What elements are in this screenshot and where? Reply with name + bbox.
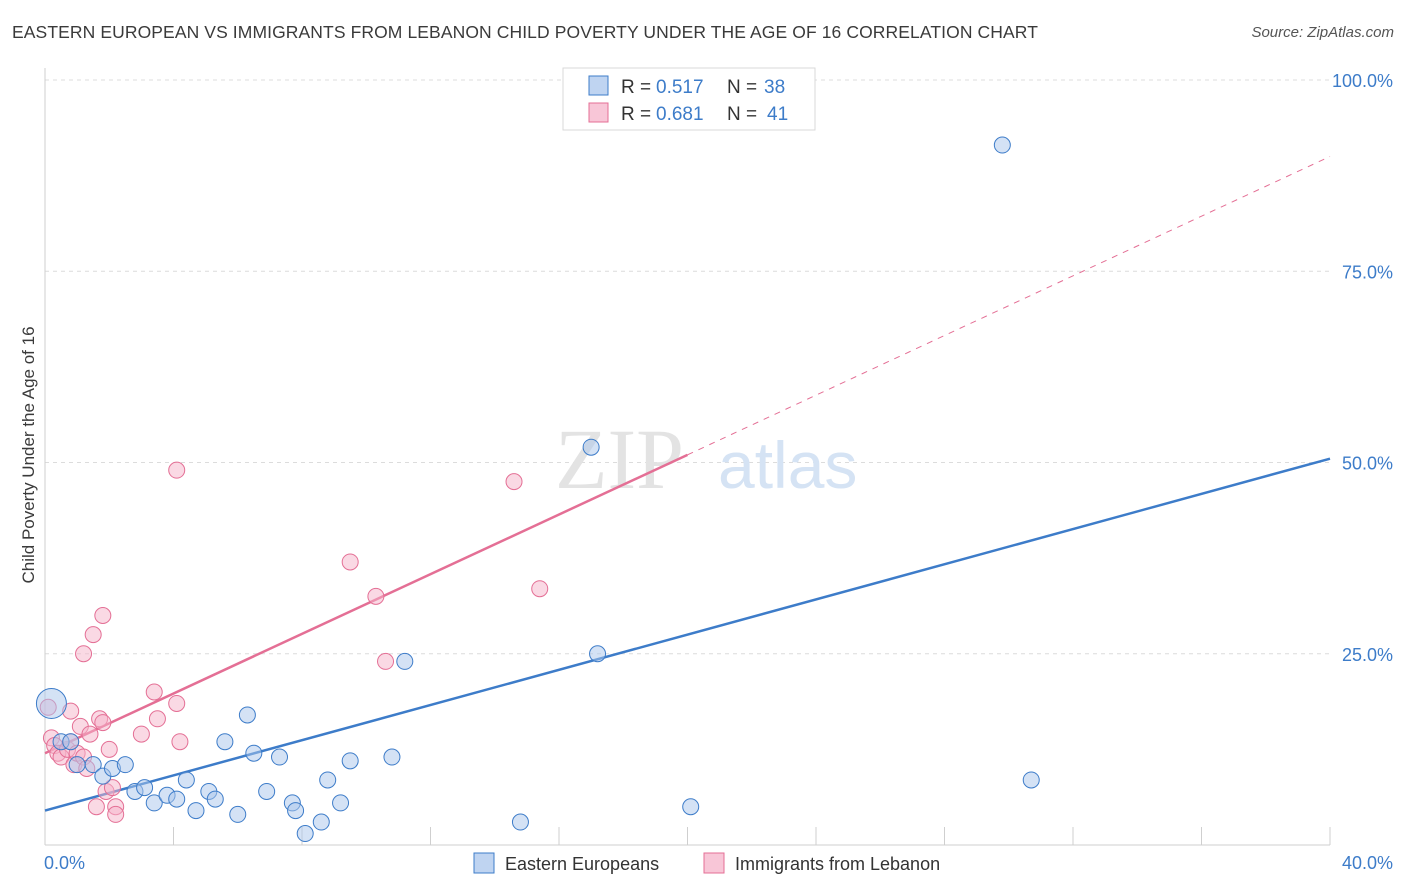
point-immigrants-from-lebanon bbox=[94, 714, 112, 732]
point-immigrants-from-lebanon bbox=[75, 645, 93, 663]
series-eastern-europeans bbox=[35, 136, 1040, 843]
legend-n-label-pink: N = bbox=[727, 104, 757, 125]
point-immigrants-from-lebanon bbox=[81, 725, 99, 743]
y-tick-label: 50.0% bbox=[1342, 454, 1393, 474]
point-eastern-europeans bbox=[312, 813, 330, 831]
legend-box: R = 0.517 N = 38 R = 0.681 N = 41 bbox=[562, 67, 816, 131]
bottom-legend-label-pink: Immigrants from Lebanon bbox=[735, 854, 940, 874]
y-tick-label: 75.0% bbox=[1342, 262, 1393, 282]
source-credit: Source: ZipAtlas.com bbox=[1251, 24, 1394, 41]
point-eastern-europeans bbox=[136, 779, 154, 797]
point-eastern-europeans bbox=[187, 802, 205, 820]
legend-r-label-pink: R = bbox=[621, 104, 651, 125]
point-immigrants-from-lebanon bbox=[87, 798, 105, 816]
point-eastern-europeans bbox=[682, 798, 700, 816]
point-eastern-europeans bbox=[168, 790, 186, 808]
point-immigrants-from-lebanon bbox=[148, 710, 166, 728]
point-eastern-europeans bbox=[177, 771, 195, 789]
point-immigrants-from-lebanon bbox=[84, 626, 102, 644]
point-eastern-europeans bbox=[245, 744, 263, 762]
point-immigrants-from-lebanon bbox=[132, 725, 150, 743]
point-immigrants-from-lebanon bbox=[107, 805, 125, 823]
point-immigrants-from-lebanon bbox=[531, 580, 549, 598]
point-eastern-europeans bbox=[1022, 771, 1040, 789]
point-eastern-europeans bbox=[582, 438, 600, 456]
gridlines bbox=[45, 79, 1330, 655]
legend-n-value-pink: 41 bbox=[767, 104, 788, 125]
point-eastern-europeans bbox=[84, 756, 102, 774]
point-eastern-europeans bbox=[258, 782, 276, 800]
y-tick-label: 100.0% bbox=[1332, 71, 1393, 91]
point-eastern-europeans bbox=[238, 706, 256, 724]
x-ticks bbox=[173, 827, 1331, 845]
x-tick-label-min: 0.0% bbox=[44, 853, 85, 873]
point-eastern-europeans bbox=[589, 645, 607, 663]
point-eastern-europeans bbox=[68, 756, 86, 774]
point-eastern-europeans bbox=[296, 825, 314, 843]
point-immigrants-from-lebanon bbox=[505, 473, 523, 491]
point-immigrants-from-lebanon bbox=[168, 461, 186, 479]
point-eastern-europeans bbox=[383, 748, 401, 766]
point-immigrants-from-lebanon bbox=[377, 652, 395, 670]
point-immigrants-from-lebanon bbox=[367, 587, 385, 605]
trend-line-immigrants-dashed bbox=[687, 156, 1331, 456]
point-eastern-europeans bbox=[287, 802, 305, 820]
legend-r-value-blue: 0.517 bbox=[656, 77, 704, 98]
point-immigrants-from-lebanon bbox=[100, 740, 118, 758]
watermark-zip: ZIP bbox=[555, 411, 684, 507]
point-eastern-europeans bbox=[229, 805, 247, 823]
point-immigrants-from-lebanon bbox=[94, 607, 112, 624]
y-tick-label: 25.0% bbox=[1342, 645, 1393, 665]
trend-lines bbox=[44, 156, 1331, 812]
point-immigrants-from-lebanon bbox=[341, 553, 359, 571]
point-eastern-europeans bbox=[993, 136, 1011, 154]
bottom-legend-label-blue: Eastern Europeans bbox=[505, 854, 659, 874]
point-eastern-europeans bbox=[35, 687, 67, 719]
point-eastern-europeans bbox=[271, 748, 289, 766]
point-eastern-europeans bbox=[216, 733, 234, 751]
point-eastern-europeans bbox=[396, 652, 414, 670]
point-eastern-europeans bbox=[511, 813, 529, 831]
point-eastern-europeans bbox=[116, 756, 134, 774]
legend-swatch-blue bbox=[588, 75, 609, 96]
point-eastern-europeans bbox=[206, 790, 224, 808]
chart-title: EASTERN EUROPEAN VS IMMIGRANTS FROM LEBA… bbox=[12, 22, 1038, 42]
legend-r-label-blue: R = bbox=[621, 77, 651, 98]
legend-swatch-pink bbox=[588, 102, 609, 123]
bottom-legend-swatch-blue bbox=[473, 852, 495, 874]
point-eastern-europeans bbox=[319, 771, 337, 789]
point-eastern-europeans bbox=[332, 794, 350, 812]
watermark-atlas: atlas bbox=[718, 428, 857, 502]
point-eastern-europeans bbox=[62, 733, 80, 751]
legend-r-value-pink: 0.681 bbox=[656, 104, 704, 125]
watermark: ZIP atlas bbox=[555, 411, 857, 507]
axes bbox=[44, 68, 1330, 846]
y-axis-label: Child Poverty Under the Age of 16 bbox=[19, 326, 38, 583]
point-eastern-europeans bbox=[145, 794, 163, 812]
point-immigrants-from-lebanon bbox=[145, 683, 163, 701]
bottom-legend-swatch-pink bbox=[703, 852, 725, 874]
point-immigrants-from-lebanon bbox=[168, 694, 186, 712]
x-tick-label-max: 40.0% bbox=[1342, 853, 1393, 873]
legend-n-value-blue: 38 bbox=[764, 77, 785, 98]
legend-n-label-blue: N = bbox=[727, 77, 757, 98]
point-immigrants-from-lebanon bbox=[103, 779, 121, 797]
trend-line-immigrants-solid bbox=[44, 453, 689, 755]
bottom-legend: Eastern Europeans Immigrants from Lebano… bbox=[473, 852, 940, 874]
y-tick-labels: 100.0% 75.0% 50.0% 25.0% bbox=[1332, 71, 1393, 665]
point-immigrants-from-lebanon bbox=[171, 733, 189, 751]
trend-line-eastern-europeans bbox=[44, 457, 1331, 812]
point-eastern-europeans bbox=[341, 752, 359, 770]
